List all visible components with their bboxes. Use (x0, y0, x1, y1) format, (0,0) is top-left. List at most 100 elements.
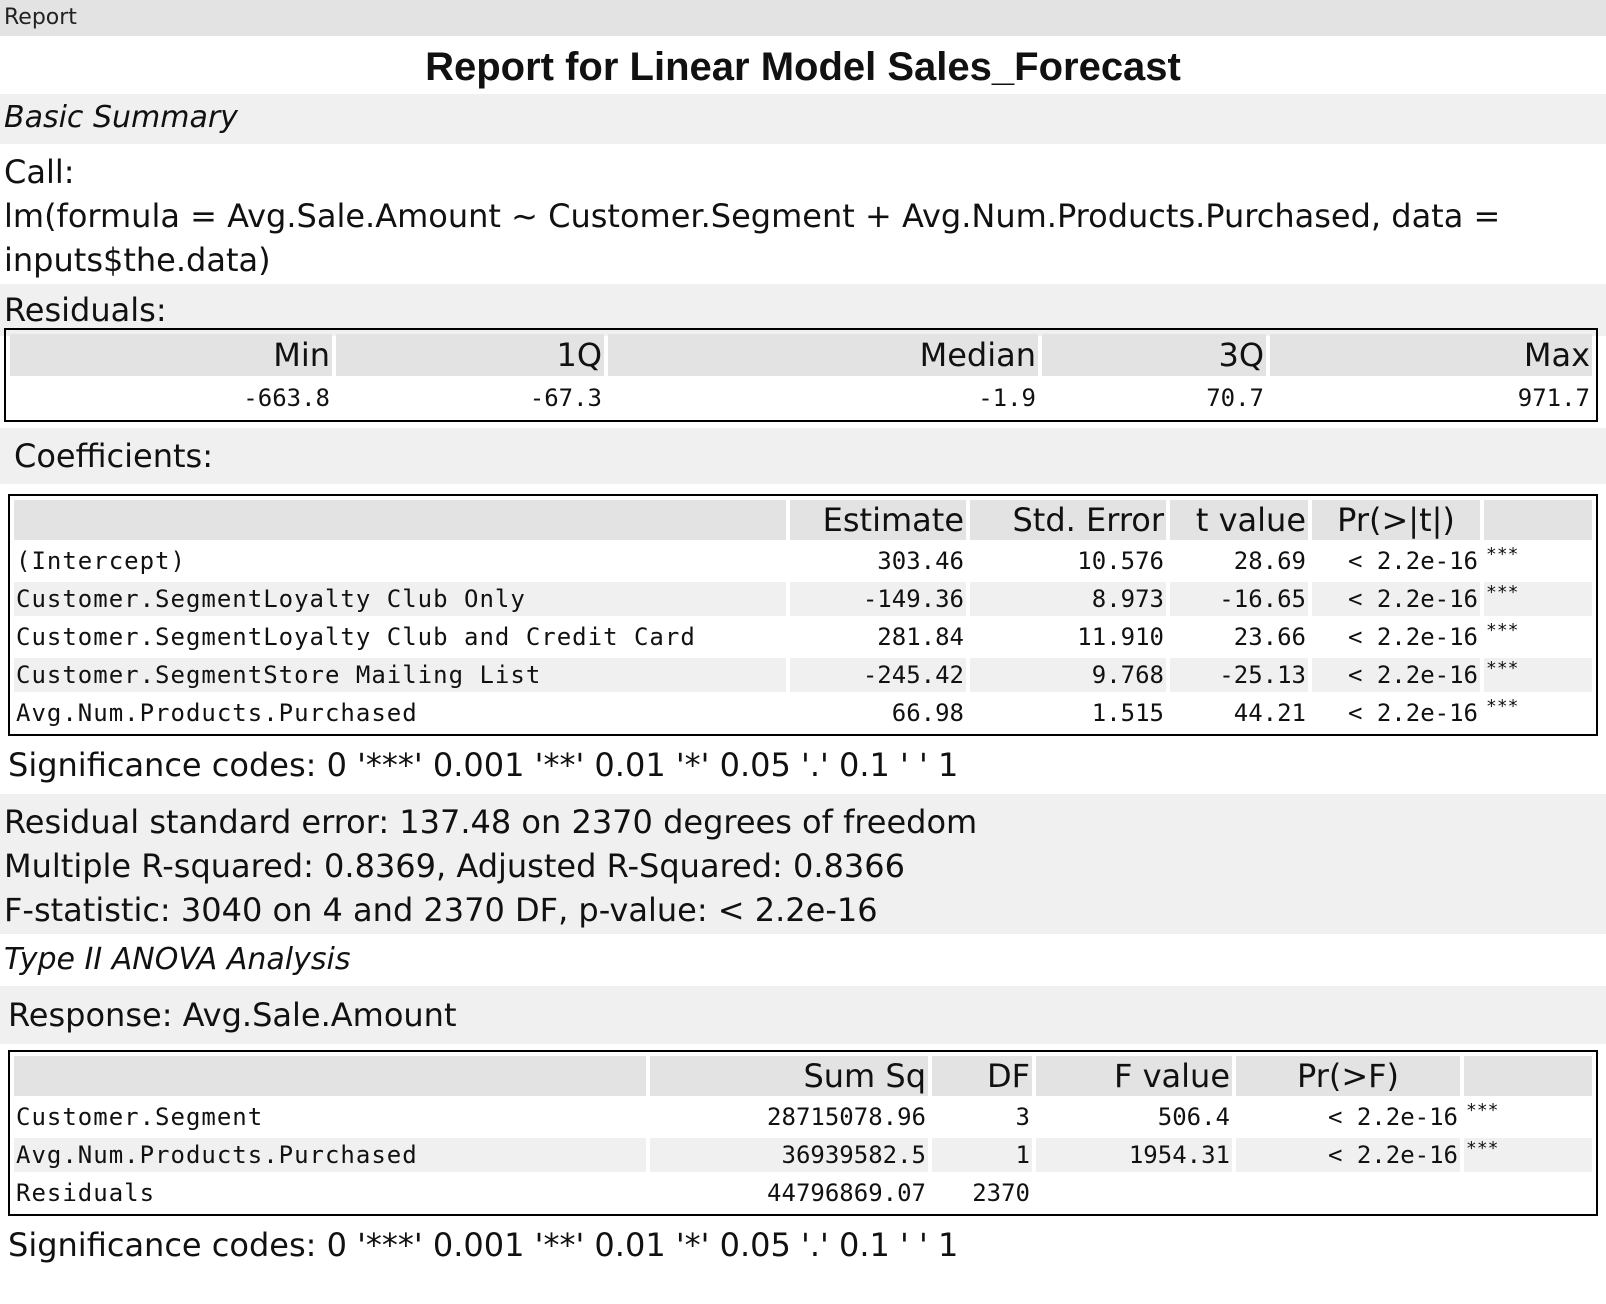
coef-estimate: -149.36 (790, 582, 966, 616)
anova-p-value (1236, 1176, 1460, 1210)
anova-table: Sum Sq DF F value Pr(>F) Customer.Segmen… (8, 1050, 1598, 1216)
residuals-value-3q: 70.7 (1206, 384, 1264, 412)
residuals-label: Residuals: (0, 284, 1606, 336)
anova-p-value: < 2.2e-16 (1236, 1138, 1460, 1172)
call-formula-line-1: lm(formula = Avg.Sale.Amount ~ Customer.… (4, 197, 1501, 235)
coef-term: Customer.SegmentLoyalty Club and Credit … (16, 623, 696, 651)
anova-f-value: 506.4 (1157, 1103, 1230, 1131)
f-statistic: F-statistic: 3040 on 4 and 2370 DF, p-va… (4, 891, 878, 929)
anova-sum-sq: 36939582.5 (650, 1138, 928, 1172)
anova-header-p-value: Pr(>F) (1236, 1056, 1460, 1096)
anova-header-df: DF (932, 1056, 1032, 1096)
coef-std-error: 10.576 (1077, 547, 1164, 575)
coef-sig-stars: *** (1486, 544, 1519, 565)
residuals-header-row: Min 1Q Median 3Q Max (10, 334, 1592, 376)
residuals-table: Min 1Q Median 3Q Max -663.8 -67.3 -1.9 7… (4, 328, 1598, 422)
coef-std-error: 1.515 (1091, 699, 1164, 727)
coef-t-value: 23.66 (1233, 623, 1306, 651)
anova-row: Residuals 44796869.07 2370 (14, 1176, 1592, 1210)
coef-header-term (14, 500, 786, 540)
coef-p-value: < 2.2e-16 (1347, 623, 1478, 651)
residuals-value-row: -663.8 -67.3 -1.9 70.7 971.7 (10, 380, 1592, 416)
coefficients-header-row: Estimate Std. Error t value Pr(>|t|) (14, 500, 1592, 540)
coef-sig-stars: *** (1484, 582, 1592, 616)
coef-term: Customer.SegmentLoyalty Club Only (14, 582, 786, 616)
anova-row: Customer.Segment 28715078.96 3 506.4 < 2… (14, 1100, 1592, 1134)
coef-p-value: < 2.2e-16 (1312, 582, 1480, 616)
coef-row: Customer.SegmentStore Mailing List -245.… (14, 658, 1592, 692)
residuals-header-1q: 1Q (336, 334, 604, 376)
anova-df: 3 (1015, 1103, 1030, 1131)
coef-sig-stars: *** (1484, 658, 1592, 692)
coef-term: (Intercept) (16, 547, 186, 575)
residuals-header-min: Min (10, 334, 332, 376)
coef-estimate: 281.84 (877, 623, 964, 651)
coef-row: Avg.Num.Products.Purchased 66.98 1.515 4… (14, 696, 1592, 730)
response-label: Response: Avg.Sale.Amount (0, 986, 1606, 1044)
anova-header-f-value: F value (1036, 1056, 1232, 1096)
anova-term: Customer.Segment (16, 1103, 264, 1131)
anova-header-term (14, 1056, 646, 1096)
anova-heading: Type II ANOVA Analysis (4, 942, 351, 977)
residuals-value-median: -1.9 (978, 384, 1036, 412)
coef-p-value: < 2.2e-16 (1347, 547, 1478, 575)
coef-t-value: 28.69 (1233, 547, 1306, 575)
call-label: Call: (4, 153, 75, 191)
coef-term: Avg.Num.Products.Purchased (16, 699, 418, 727)
residuals-value-min: -663.8 (243, 384, 330, 412)
significance-codes-anova: Significance codes: 0 '***' 0.001 '**' 0… (8, 1226, 959, 1264)
anova-sig-stars (1464, 1176, 1592, 1210)
call-section: Call: lm(formula = Avg.Sale.Amount ~ Cus… (0, 144, 1606, 336)
coef-estimate: 66.98 (891, 699, 964, 727)
coef-sig-stars: *** (1486, 696, 1519, 717)
coef-sig-stars: *** (1486, 620, 1519, 641)
coef-row: (Intercept) 303.46 10.576 28.69 < 2.2e-1… (14, 544, 1592, 578)
coef-estimate: -245.42 (790, 658, 966, 692)
anova-f-value (1036, 1176, 1232, 1210)
coef-row: Customer.SegmentLoyalty Club Only -149.3… (14, 582, 1592, 616)
anova-row: Avg.Num.Products.Purchased 36939582.5 1 … (14, 1138, 1592, 1172)
coef-p-value: < 2.2e-16 (1347, 699, 1478, 727)
residuals-header-max: Max (1270, 334, 1592, 376)
anova-df: 2370 (972, 1179, 1030, 1207)
anova-term: Avg.Num.Products.Purchased (14, 1138, 646, 1172)
coef-header-std-error: Std. Error (970, 500, 1166, 540)
anova-df: 1 (932, 1138, 1032, 1172)
coef-p-value: < 2.2e-16 (1312, 658, 1480, 692)
residuals-value-max: 971.7 (1517, 384, 1590, 412)
anova-header-row: Sum Sq DF F value Pr(>F) (14, 1056, 1592, 1096)
residuals-header-median: Median (608, 334, 1038, 376)
report-title: Report for Linear Model Sales_Forecast (425, 45, 1181, 89)
basic-summary-heading: Basic Summary (0, 94, 1606, 144)
coef-t-value: 44.21 (1233, 699, 1306, 727)
coef-header-estimate: Estimate (790, 500, 966, 540)
coefficients-label: Coefficients: (0, 428, 1606, 484)
anova-header-sig (1464, 1056, 1592, 1096)
coef-t-value: -25.13 (1170, 658, 1308, 692)
model-statistics: Residual standard error: 137.48 on 2370 … (0, 794, 1606, 934)
residuals-value-1q: -67.3 (529, 384, 602, 412)
coef-std-error: 9.768 (970, 658, 1166, 692)
coef-estimate: 303.46 (877, 547, 964, 575)
anova-sum-sq: 28715078.96 (767, 1103, 926, 1131)
coef-std-error: 11.910 (1077, 623, 1164, 651)
anova-term: Residuals (16, 1179, 156, 1207)
r-squared: Multiple R-squared: 0.8369, Adjusted R-S… (4, 847, 905, 885)
coef-header-p-value: Pr(>|t|) (1312, 500, 1480, 540)
coef-std-error: 8.973 (970, 582, 1166, 616)
anova-sig-stars: *** (1464, 1138, 1592, 1172)
significance-codes: Significance codes: 0 '***' 0.001 '**' 0… (8, 746, 959, 784)
residual-standard-error: Residual standard error: 137.48 on 2370 … (4, 803, 978, 841)
call-formula-line-2: inputs$the.data) (4, 241, 271, 279)
report-tab[interactable]: Report (0, 0, 1606, 36)
anova-header-sum-sq: Sum Sq (650, 1056, 928, 1096)
anova-f-value: 1954.31 (1036, 1138, 1232, 1172)
anova-sig-stars: *** (1466, 1100, 1499, 1121)
anova-p-value: < 2.2e-16 (1327, 1103, 1458, 1131)
anova-sum-sq: 44796869.07 (767, 1179, 926, 1207)
coef-header-t-value: t value (1170, 500, 1308, 540)
coef-row: Customer.SegmentLoyalty Club and Credit … (14, 620, 1592, 654)
coef-term: Customer.SegmentStore Mailing List (14, 658, 786, 692)
residuals-header-3q: 3Q (1042, 334, 1266, 376)
coef-t-value: -16.65 (1170, 582, 1308, 616)
